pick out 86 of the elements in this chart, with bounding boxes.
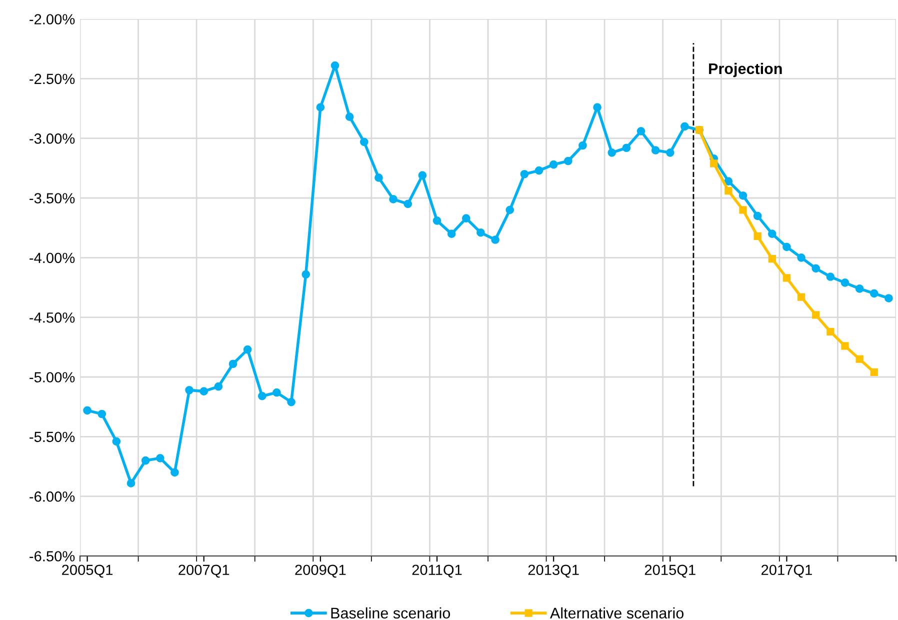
point: [272, 388, 281, 397]
legend-label: Baseline scenario: [331, 607, 450, 619]
x-tick-label: 2013Q1: [528, 564, 579, 578]
point: [418, 171, 427, 180]
point: [812, 264, 820, 273]
point: [797, 293, 806, 301]
point: [345, 112, 354, 122]
point: [302, 270, 310, 279]
y-tick-label: -5.50%: [30, 432, 75, 442]
point: [185, 386, 194, 394]
y-tick-label: -2.00%: [30, 14, 75, 24]
point: [126, 479, 136, 488]
point: [826, 272, 835, 281]
point: [636, 127, 646, 136]
x-tick-label: 2017Q1: [762, 564, 812, 578]
x-tick-label: 2015Q1: [644, 564, 696, 578]
point: [870, 289, 878, 298]
y-tick-label: -4.50%: [30, 312, 75, 323]
point: [651, 146, 660, 154]
point: [258, 392, 266, 400]
point: [534, 166, 544, 175]
point: [476, 228, 485, 237]
y-tick-label: -4.00%: [30, 252, 75, 264]
x-tick-label: 2005Q1: [62, 564, 113, 578]
point: [243, 345, 252, 354]
point: [608, 148, 616, 157]
point: [768, 255, 776, 263]
point: [753, 212, 762, 220]
point: [666, 148, 674, 157]
point: [447, 230, 456, 238]
point: [389, 195, 398, 204]
point: [520, 170, 529, 178]
x-tick-label: 2009Q1: [295, 564, 346, 578]
point: [782, 274, 791, 282]
point: [622, 144, 631, 152]
point: [870, 368, 878, 376]
point: [768, 230, 776, 238]
point: [826, 328, 834, 336]
point: [797, 254, 806, 262]
point: [754, 232, 762, 240]
annotation: Projection: [709, 62, 782, 78]
x-tick-label: 2007Q1: [178, 564, 230, 578]
point: [112, 437, 121, 446]
y-tick-label: -3.00%: [30, 133, 75, 144]
point: [170, 468, 179, 477]
point: [83, 406, 92, 415]
point: [330, 61, 340, 70]
point: [855, 284, 864, 293]
point: [404, 200, 412, 208]
point: [316, 103, 325, 112]
point: [549, 160, 558, 169]
point: [724, 187, 732, 195]
point: [840, 278, 850, 287]
point: [564, 156, 572, 166]
y-tick-label: -6.50%: [30, 551, 75, 562]
point: [738, 191, 748, 200]
point: [287, 398, 296, 406]
point: [228, 360, 238, 368]
point: [506, 206, 514, 214]
point: [841, 342, 849, 350]
point: [710, 160, 718, 168]
y-tick-label: -5.00%: [30, 372, 75, 382]
point: [724, 177, 733, 186]
point: [856, 355, 864, 363]
point: [98, 410, 106, 418]
point: [214, 382, 223, 391]
point: [360, 138, 368, 146]
point: [462, 214, 470, 222]
point: [491, 236, 500, 244]
point: [200, 387, 208, 396]
point: [593, 103, 602, 112]
y-tick-label: -3.50%: [30, 193, 75, 204]
y-tick-label: -6.00%: [30, 491, 75, 502]
legend-label: Alternative scenario: [550, 607, 684, 619]
point: [884, 294, 893, 302]
point: [782, 242, 791, 252]
x-tick-label: 2011Q1: [412, 564, 462, 578]
y-tick-label: -2.50%: [30, 74, 75, 84]
point: [432, 216, 442, 225]
point: [156, 454, 164, 462]
point: [739, 206, 747, 214]
point: [374, 174, 383, 182]
point: [578, 141, 587, 150]
point: [812, 311, 820, 319]
point: [680, 122, 689, 131]
point: [141, 456, 150, 465]
